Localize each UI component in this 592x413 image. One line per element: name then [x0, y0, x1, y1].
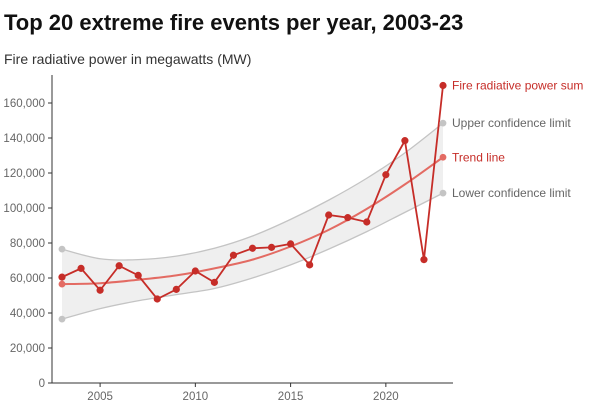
data-point: [344, 214, 352, 222]
label-fire-power-sum: Fire radiative power sum: [452, 79, 583, 93]
y-tick-label: 100,000: [3, 203, 45, 215]
data-point: [420, 256, 428, 264]
confidence-band: [62, 123, 443, 320]
data-point: [153, 295, 161, 303]
series-trend-line: [61, 156, 444, 286]
data-point: [306, 261, 314, 269]
trend-end-point: [439, 153, 447, 161]
data-point: [77, 264, 85, 272]
upper-confidence-start-point: [58, 245, 66, 253]
y-tick-label: 120,000: [3, 168, 45, 180]
data-point: [115, 262, 123, 270]
data-point: [210, 278, 218, 286]
lower-confidence-start-point: [58, 315, 66, 323]
trend-start-point: [58, 280, 66, 288]
data-point: [401, 137, 409, 145]
label-trend-line: Trend line: [452, 150, 505, 164]
y-tick-label: 80,000: [10, 238, 45, 250]
data-point: [439, 81, 447, 90]
y-tick-label: 0: [39, 378, 45, 390]
y-tick-label: 40,000: [10, 308, 45, 320]
x-tick-label: 2020: [373, 391, 399, 403]
x-tick-label: 2015: [278, 391, 304, 403]
label-upper-confidence: Upper confidence limit: [452, 116, 571, 130]
data-point: [325, 211, 333, 219]
data-point: [172, 285, 180, 293]
y-tick-label: 160,000: [3, 98, 45, 110]
data-point: [382, 171, 390, 179]
series-upper-confidence-line: [61, 122, 444, 261]
y-tick-label: 60,000: [10, 273, 45, 285]
series-lower-confidence-line: [61, 192, 444, 320]
x-tick-label: 2005: [87, 391, 113, 403]
label-lower-confidence: Lower confidence limit: [452, 186, 571, 200]
upper-confidence-end-point: [439, 119, 447, 127]
data-point: [287, 240, 295, 248]
x-tick-label: 2010: [183, 391, 209, 403]
y-tick-label: 20,000: [10, 343, 45, 355]
data-point: [58, 273, 66, 281]
data-point: [248, 244, 257, 252]
chart-subtitle: Fire radiative power in megawatts (MW): [4, 51, 252, 67]
data-point: [363, 218, 371, 226]
data-point: [191, 267, 199, 275]
chart-title: Top 20 extreme fire events per year, 200…: [4, 10, 464, 35]
y-tick-label: 140,000: [3, 133, 45, 145]
lower-confidence-end-point: [439, 189, 447, 197]
data-point: [96, 286, 104, 294]
data-point: [134, 271, 142, 279]
data-point: [267, 243, 276, 251]
data-point: [229, 251, 238, 259]
